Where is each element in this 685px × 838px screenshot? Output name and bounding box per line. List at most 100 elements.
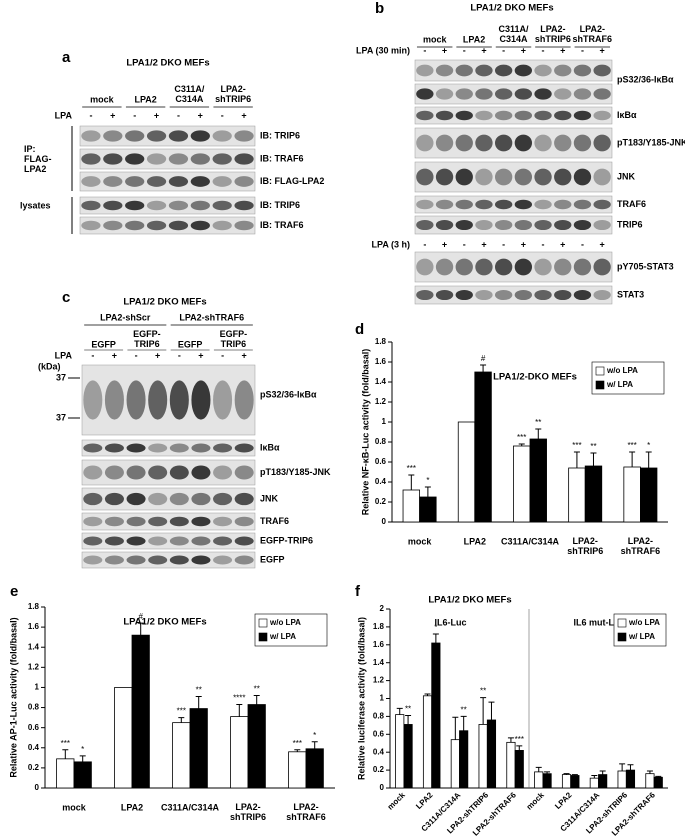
band — [190, 176, 210, 187]
marker-label: 37 — [56, 412, 66, 422]
error-bar — [432, 633, 439, 644]
band — [148, 380, 168, 420]
text-line: LPA2- — [580, 24, 605, 34]
blot — [79, 196, 256, 215]
significance: *** — [517, 433, 526, 442]
band — [234, 492, 254, 506]
y-tick-label: 1 — [35, 683, 40, 692]
band — [435, 88, 454, 100]
band — [593, 110, 611, 121]
band — [234, 536, 254, 546]
treatment-sign: - — [423, 239, 426, 249]
significance: ** — [405, 705, 411, 714]
band — [234, 130, 254, 142]
band — [125, 176, 145, 187]
bar — [419, 496, 437, 523]
text-line: LPA2- — [220, 84, 245, 94]
x-tick-label: LPA2 — [121, 802, 143, 812]
y-tick-label: 1.4 — [28, 642, 40, 651]
band — [534, 88, 552, 100]
band — [148, 555, 168, 565]
band — [104, 536, 124, 546]
band — [455, 110, 473, 121]
text-line: IP: — [24, 145, 36, 155]
x-tick-label: C311A/C314A — [161, 802, 220, 812]
error-bar — [311, 741, 318, 749]
bar — [73, 761, 92, 789]
subgroup-label: EGFP — [178, 339, 203, 349]
band — [190, 130, 210, 142]
text-line: C311A/ — [174, 84, 205, 94]
text-line: C314A — [175, 94, 204, 104]
band — [494, 64, 513, 77]
error-bar — [79, 755, 86, 762]
y-tick-label: 0.2 — [373, 765, 385, 774]
group-label: mock — [90, 94, 115, 104]
bar — [640, 467, 658, 523]
group-label: LPA2-shTRAF6 — [179, 312, 244, 322]
band — [148, 443, 168, 453]
band — [81, 200, 101, 211]
bar — [395, 714, 405, 789]
band — [534, 199, 552, 210]
row-label: pS32/36-IκBα — [617, 74, 674, 84]
y-tick-label: 0 — [35, 783, 40, 792]
band — [494, 110, 513, 121]
band — [435, 110, 454, 121]
treatment-sign: - — [581, 45, 584, 55]
subgroup-label: EGFP-TRIP6 — [220, 329, 248, 349]
x-tick-label: LPA2-shTRIP6 — [230, 802, 266, 822]
band — [416, 110, 434, 121]
treatment-sign: + — [521, 239, 526, 249]
bar — [114, 687, 133, 789]
row-label: EGFP-TRIP6 — [260, 535, 313, 545]
row-label: pT183/Y185-JNK — [617, 137, 685, 147]
x-tick-label: LPA2-shTRAF6 — [286, 802, 326, 822]
band — [83, 443, 103, 453]
y-tick-label: 0.6 — [373, 729, 385, 738]
treatment-label: LPA (30 min) — [356, 45, 410, 55]
treatment-sign: - — [177, 110, 180, 120]
band — [416, 134, 434, 152]
error-bar — [535, 766, 542, 772]
band — [475, 110, 493, 121]
error-bar — [629, 451, 636, 467]
bar — [247, 704, 266, 789]
band — [104, 492, 124, 506]
band — [169, 492, 189, 506]
y-tick-label: 1.6 — [373, 640, 385, 649]
band — [146, 176, 167, 187]
error-bar — [460, 715, 467, 731]
treatment-sign: + — [600, 45, 605, 55]
band — [104, 555, 124, 565]
error-bar — [655, 775, 662, 778]
bar — [529, 438, 547, 523]
significance: *** — [407, 464, 416, 473]
band — [416, 64, 434, 77]
treatment-sign: + — [481, 239, 486, 249]
text-line: EGFP- — [220, 329, 248, 339]
band — [554, 219, 572, 231]
band — [593, 88, 611, 100]
treatment-label: LPA — [55, 350, 73, 360]
blot — [81, 364, 256, 436]
significance: * — [426, 476, 429, 485]
y-axis-label: Relative luciferase activity (fold/basal… — [356, 617, 366, 780]
band — [126, 536, 146, 546]
error-bar — [480, 697, 487, 725]
row-label: pT183/Y185-JNK — [260, 467, 331, 477]
y-axis-label: Relative NF-κB-Luc activity (fold/basal) — [360, 349, 370, 516]
band — [455, 168, 473, 186]
band — [514, 168, 533, 186]
treatment-sign: - — [502, 239, 505, 249]
band — [514, 134, 533, 152]
band — [514, 88, 533, 100]
band — [169, 516, 189, 527]
bar — [506, 741, 516, 789]
row-label: IB: TRIP6 — [260, 130, 300, 140]
x-tick-label: mock — [386, 790, 408, 812]
legend-label: w/ LPA — [269, 632, 296, 641]
group-label: C311A/C314A — [498, 24, 529, 44]
row-label: JNK — [617, 171, 636, 181]
treatment-sign: - — [135, 350, 138, 360]
